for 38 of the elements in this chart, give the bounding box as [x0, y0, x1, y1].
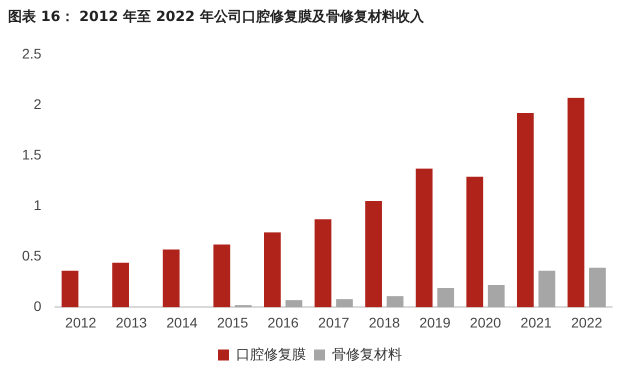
- y-tick-label: 1: [34, 196, 42, 213]
- y-tick-label: 2.5: [22, 45, 42, 62]
- legend-label: 口腔修复膜: [236, 346, 306, 362]
- bar: [538, 270, 556, 308]
- x-tick-label: 2013: [116, 314, 148, 330]
- bar: [112, 262, 129, 308]
- x-tick-label: 2015: [216, 314, 248, 330]
- bar: [437, 288, 454, 308]
- x-tick-label: 2012: [65, 314, 97, 330]
- x-tick-label: 2022: [571, 314, 602, 330]
- x-tick-label: 2019: [419, 314, 451, 330]
- bar: [568, 98, 584, 308]
- bar: [386, 296, 404, 308]
- x-tick-label: 2017: [318, 314, 350, 330]
- x-tick-label: 2021: [520, 314, 552, 330]
- bar: [488, 284, 505, 308]
- bar: [162, 250, 180, 308]
- y-tick-label: 0: [34, 298, 42, 314]
- x-tick-label: 2014: [166, 314, 198, 330]
- x-tick-label: 2016: [268, 314, 299, 330]
- y-tick-label: 2: [34, 96, 42, 112]
- bar: [213, 244, 230, 308]
- bar: [416, 168, 433, 308]
- x-tick-label: 2020: [470, 314, 502, 330]
- bar: [516, 113, 534, 308]
- bar: [286, 300, 302, 308]
- bar: [336, 299, 353, 308]
- y-tick-label: 0.5: [22, 248, 42, 264]
- y-tick-label: 1.5: [22, 146, 42, 162]
- bar: [466, 176, 484, 308]
- x-tick-label: 2018: [368, 314, 400, 330]
- bar: [365, 201, 382, 308]
- bar: [589, 268, 606, 308]
- chart-title: 图表 16： 2012 年至 2022 年公司口腔修复膜及骨修复材料收入: [8, 8, 425, 26]
- legend-label: 骨修复材料: [332, 346, 402, 362]
- bar: [314, 219, 332, 308]
- bar: [264, 232, 281, 308]
- bar: [62, 270, 78, 308]
